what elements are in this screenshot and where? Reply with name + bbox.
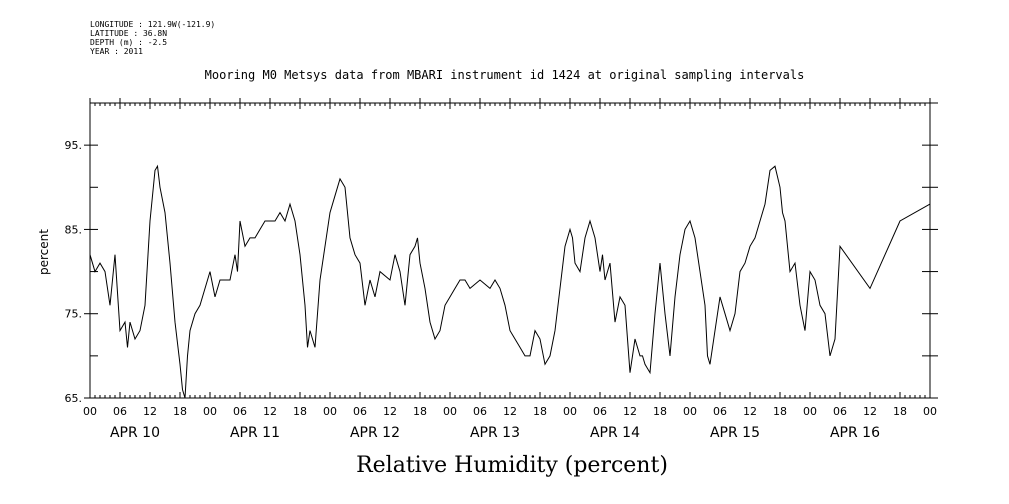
depth-text: DEPTH (m) : -2.5 [90,38,168,47]
x-tick-label: 12 [863,405,877,418]
x-tick-label: 12 [383,405,397,418]
x-tick-label: 00 [443,405,457,418]
y-tick-label: 75. [65,308,83,321]
x-tick-label: 06 [713,405,727,418]
x-tick-label: 18 [173,405,187,418]
x-tick-label: 18 [773,405,787,418]
x-tick-label: 12 [503,405,517,418]
x-tick-label: 06 [353,405,367,418]
y-tick-label: 95. [65,139,83,152]
x-day-label: APR 13 [470,425,520,441]
x-day-label: APR 11 [230,425,280,441]
x-tick-label: 00 [203,405,217,418]
longitude-text: LONGITUDE : 121.9W(-121.9) [90,20,216,29]
latitude-text: LATITUDE : 36.8N [90,29,168,38]
plot-frame [89,102,931,399]
y-tick-label: 65. [65,392,83,405]
x-tick-label: 06 [113,405,127,418]
x-tick-label: 18 [533,405,547,418]
chart-title: Mooring M0 Metsys data from MBARI instru… [204,68,805,82]
x-tick-label: 00 [683,405,697,418]
x-tick-label: 18 [413,405,427,418]
x-tick-label: 06 [833,405,847,418]
axis-ticks [84,98,938,399]
axis-tick-labels: 00 06 12 18 00 06 12 18 00 06 12 18 00 06 12 18 00 06 12 18… [65,139,938,441]
x-tick-label: 12 [743,405,757,418]
chart-caption: Relative Humidity (percent) [356,453,668,478]
x-tick-label: 00 [83,405,97,418]
x-day-label: APR 14 [590,425,640,441]
x-tick-label: 12 [143,405,157,418]
y-tick-label: 85. [65,223,83,236]
x-tick-label: 06 [473,405,487,418]
x-tick-label: 18 [653,405,667,418]
x-day-label: APR 12 [350,425,400,441]
year-text: YEAR : 2011 [90,47,143,56]
humidity-series-line [89,164,931,399]
x-tick-label: 06 [233,405,247,418]
x-tick-label: 00 [923,405,937,418]
x-day-label: APR 15 [710,425,760,441]
y-axis-label: percent [37,229,51,275]
x-tick-label: 00 [563,405,577,418]
x-tick-label: 00 [323,405,337,418]
x-tick-label: 12 [263,405,277,418]
x-tick-label: 06 [593,405,607,418]
x-tick-label: 18 [893,405,907,418]
x-day-label: APR 10 [110,425,160,441]
x-tick-label: 18 [293,405,307,418]
mooring-metadata: LONGITUDE : 121.9W(-121.9) LATITUDE : 36… [90,20,215,56]
x-day-label: APR 16 [830,425,880,441]
x-tick-label: 12 [623,405,637,418]
x-tick-label: 00 [803,405,817,418]
